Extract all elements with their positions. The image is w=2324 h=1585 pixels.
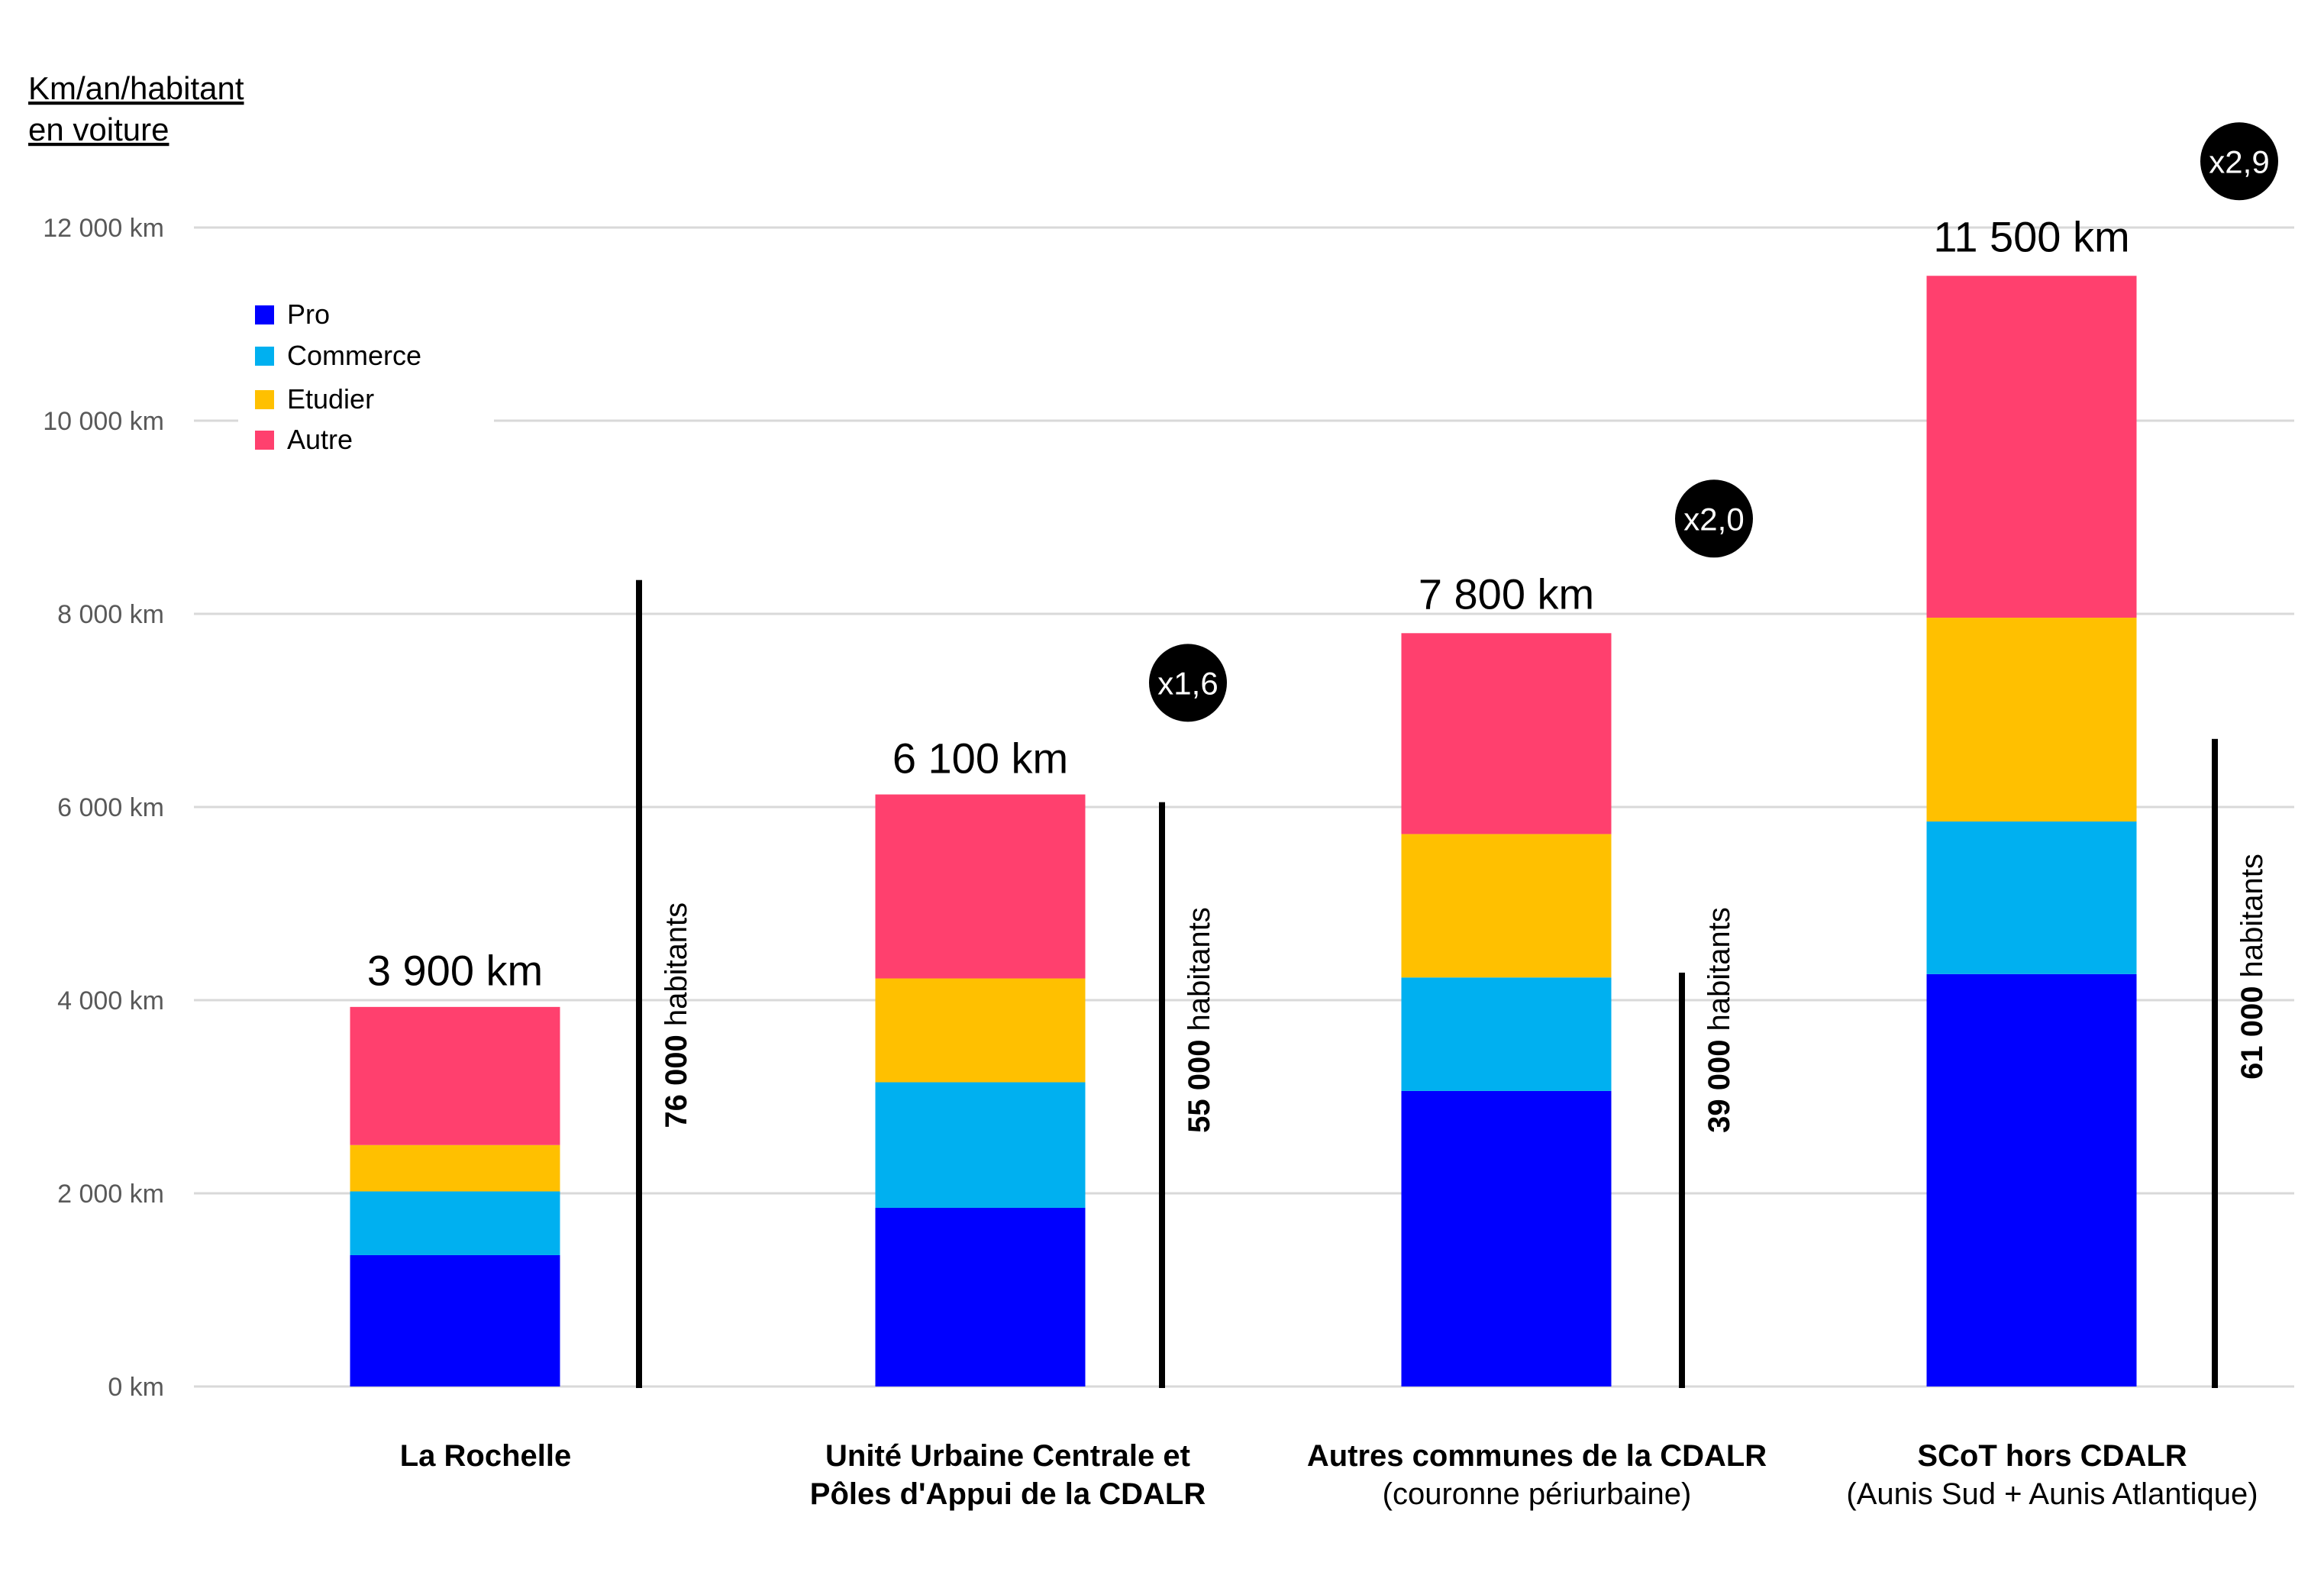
bar-segment-autre bbox=[875, 794, 1086, 979]
population-line bbox=[1159, 802, 1165, 1388]
population-number: 61 000 bbox=[2235, 986, 2269, 1080]
population-number: 76 000 bbox=[660, 1035, 693, 1128]
category-title: La Rochelle bbox=[400, 1439, 572, 1473]
legend-swatch bbox=[255, 347, 274, 366]
y-tick-label: 8 000 km bbox=[57, 600, 164, 629]
total-value-label: 3 900 km bbox=[367, 947, 543, 995]
bars bbox=[350, 276, 2137, 1386]
badge-text: x2,9 bbox=[2209, 144, 2269, 179]
population-number: 55 000 bbox=[1183, 1040, 1216, 1133]
population-line bbox=[1679, 972, 1685, 1388]
category-subtitle: (couronne périurbaine) bbox=[1383, 1477, 1692, 1511]
population-label: 39 000 habitants bbox=[1703, 907, 1736, 1133]
y-tick-label: 10 000 km bbox=[43, 407, 164, 436]
population-unit: habitants bbox=[2235, 854, 2269, 986]
badge-circle bbox=[1675, 479, 1753, 558]
category-title: SCoT hors CDALR bbox=[1917, 1439, 2187, 1473]
population-label: 55 000 habitants bbox=[1183, 907, 1216, 1133]
bar-segment-commerce bbox=[875, 1082, 1086, 1208]
population-unit: habitants bbox=[660, 902, 693, 1035]
bar-segment-pro bbox=[1401, 1090, 1612, 1386]
bar-segment-pro bbox=[1926, 973, 2137, 1386]
population-label: 76 000 habitants bbox=[660, 902, 693, 1128]
y-tick-label: 12 000 km bbox=[43, 214, 164, 243]
legend-item-etudier: Etudier bbox=[255, 383, 374, 415]
bar-segment-pro bbox=[875, 1207, 1086, 1386]
category-title: Autres communes de la CDALR bbox=[1307, 1439, 1767, 1473]
total-value-label: 6 100 km bbox=[892, 734, 1068, 782]
multiplier-badges: x1,6 x2,0 x2,9 bbox=[1149, 122, 2278, 722]
bar-stack bbox=[875, 794, 1086, 1386]
badge-text: x2,0 bbox=[1683, 501, 1744, 537]
y-tick-label: 2 000 km bbox=[57, 1180, 164, 1209]
category-title: Unité Urbaine Centrale et bbox=[825, 1439, 1190, 1473]
population-unit: habitants bbox=[1183, 907, 1216, 1039]
legend-label: Autre bbox=[287, 424, 353, 455]
total-value-label: 11 500 km bbox=[1933, 212, 2129, 260]
bar-stack bbox=[1401, 633, 1612, 1386]
multiplier-badge: x2,9 bbox=[2200, 122, 2278, 201]
badge-circle bbox=[2200, 122, 2278, 201]
category-label: Unité Urbaine Centrale et Pôles d'Appui d… bbox=[810, 1439, 1206, 1511]
category-title-line-2: Pôles d'Appui de la CDALR bbox=[810, 1477, 1206, 1511]
bar-segment-commerce bbox=[350, 1191, 560, 1255]
bar-segment-autre bbox=[350, 1006, 560, 1145]
bar-stack bbox=[350, 1006, 560, 1386]
bar-segment-etudier bbox=[350, 1144, 560, 1192]
bar-segment-etudier bbox=[1401, 834, 1612, 978]
y-axis-title-line-1: Km/an/habitant bbox=[28, 70, 244, 106]
population-line bbox=[636, 579, 642, 1388]
y-axis-title-line-2: en voiture bbox=[28, 111, 169, 147]
bar-segment-autre bbox=[1926, 276, 2137, 618]
bar-segment-pro bbox=[350, 1254, 560, 1386]
legend-label: Commerce bbox=[287, 340, 421, 371]
legend-background bbox=[238, 289, 494, 464]
category-label: Autres communes de la CDALR (couronne pér… bbox=[1307, 1439, 1767, 1511]
bar-segment-commerce bbox=[1926, 821, 2137, 974]
y-tick-label: 4 000 km bbox=[57, 986, 164, 1015]
bar-segment-etudier bbox=[875, 978, 1086, 1083]
total-labels: 3 900 km 6 100 km 7 800 km 11 500 km bbox=[367, 212, 2130, 994]
population-line bbox=[2212, 738, 2218, 1388]
legend-swatch bbox=[255, 305, 274, 324]
x-axis-categories: La Rochelle Unité Urbaine Centrale et Pôle… bbox=[400, 1439, 2258, 1511]
population-number: 39 000 bbox=[1703, 1040, 1736, 1133]
y-tick-label: 6 000 km bbox=[57, 793, 164, 822]
population-label: 61 000 habitants bbox=[2235, 854, 2269, 1080]
legend-item-autre: Autre bbox=[255, 424, 353, 455]
bar-stack bbox=[1926, 276, 2137, 1386]
bar-segment-commerce bbox=[1401, 977, 1612, 1091]
total-value-label: 7 800 km bbox=[1419, 570, 1594, 618]
legend-label: Etudier bbox=[287, 383, 374, 415]
category-label: La Rochelle bbox=[400, 1439, 572, 1473]
y-tick-label: 0 km bbox=[108, 1373, 164, 1402]
bar-segment-etudier bbox=[1926, 618, 2137, 822]
population-unit: habitants bbox=[1703, 907, 1736, 1039]
legend-swatch bbox=[255, 390, 274, 409]
badge-text: x1,6 bbox=[1157, 665, 1218, 701]
legend-label: Pro bbox=[287, 299, 330, 330]
y-axis-title: Km/an/habitant en voiture bbox=[28, 70, 244, 147]
legend-item-commerce: Commerce bbox=[255, 340, 421, 371]
category-label: SCoT hors CDALR (Aunis Sud + Aunis Atlant… bbox=[1846, 1439, 2258, 1511]
multiplier-badge: x2,0 bbox=[1675, 479, 1753, 558]
category-subtitle: (Aunis Sud + Aunis Atlantique) bbox=[1846, 1477, 2258, 1511]
legend-item-pro: Pro bbox=[255, 299, 330, 330]
legend-swatch bbox=[255, 431, 274, 450]
badge-circle bbox=[1149, 644, 1227, 722]
bar-segment-autre bbox=[1401, 633, 1612, 834]
legend: Pro Commerce Etudier Autre bbox=[238, 289, 494, 464]
y-axis-ticks: 0 km 2 000 km 4 000 km 6 000 km 8 000 km 10 0… bbox=[43, 214, 164, 1402]
multiplier-badge: x1,6 bbox=[1149, 644, 1227, 722]
